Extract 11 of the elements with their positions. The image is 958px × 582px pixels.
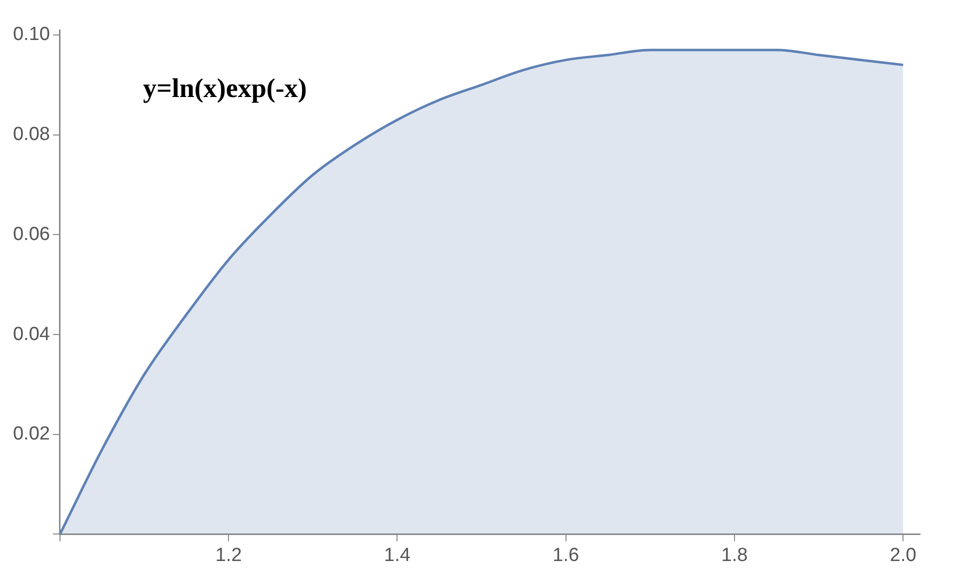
x-tick-label: 1.4	[384, 544, 411, 566]
y-tick-label: 0.06	[12, 224, 50, 245]
y-tick-label: 0.04	[12, 324, 50, 345]
x-tick-label: 2.0	[890, 544, 916, 566]
x-tick-label: 1.2	[215, 544, 242, 566]
y-tick-label: 0.02	[12, 424, 50, 445]
y-tick-label: 0.08	[12, 124, 50, 146]
annotation: y=ln(x)exp(-x)	[142, 72, 307, 103]
x-tick-label: 1.8	[721, 544, 748, 566]
y-tick-label: 0.10	[12, 24, 50, 46]
x-tick-label: 1.6	[552, 544, 580, 566]
